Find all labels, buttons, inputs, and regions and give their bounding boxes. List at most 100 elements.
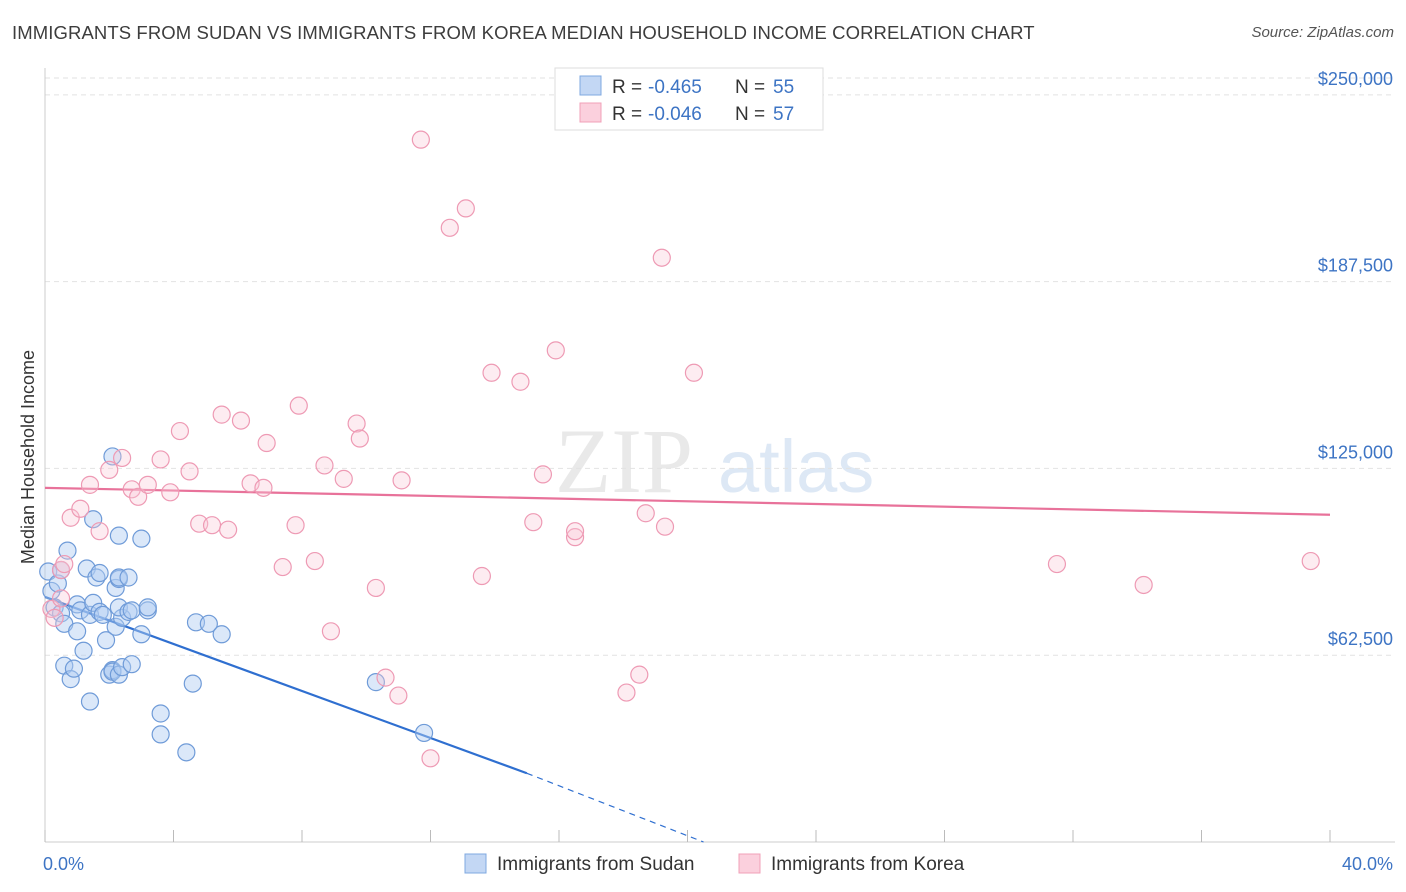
korea-point-17 — [180, 462, 199, 481]
watermark: ZIP atlas — [555, 410, 874, 512]
korea-point-15 — [161, 483, 180, 502]
y-tick-label-0: $62,500 — [1328, 629, 1393, 649]
bottom-legend: Immigrants from Sudan Immigrants from Ko… — [464, 853, 965, 875]
korea-point-34 — [350, 429, 369, 448]
sudan-point-29 — [106, 617, 125, 636]
korea-point-13 — [138, 475, 157, 494]
sudan-point-41 — [119, 568, 138, 587]
korea-point-7 — [80, 475, 100, 494]
korea-point-48 — [546, 341, 565, 360]
korea-point-14 — [151, 450, 170, 469]
sudan-point-9 — [61, 670, 80, 689]
korea-point-29 — [305, 551, 324, 571]
korea-point-55 — [655, 517, 675, 536]
korea-point-30 — [315, 456, 334, 475]
korea-point-3 — [55, 554, 74, 574]
bottom-legend-swatch-sudan — [464, 853, 487, 874]
korea-point-12 — [129, 487, 148, 506]
korea-point-38 — [392, 471, 411, 490]
korea-point-44 — [482, 363, 501, 382]
korea-point-10 — [112, 448, 132, 468]
korea-point-1 — [45, 608, 64, 627]
sudan-point-47 — [151, 725, 170, 744]
sudan-point-10 — [64, 659, 84, 678]
korea-point-25 — [257, 433, 276, 453]
sudan-point-3 — [48, 574, 67, 593]
korea-point-20 — [212, 405, 231, 424]
korea-point-8 — [90, 522, 109, 541]
legend-n-sudan: 55 — [773, 77, 794, 98]
korea-point-37 — [389, 686, 408, 705]
korea-point-57 — [1047, 554, 1067, 574]
korea-point-19 — [202, 516, 222, 535]
legend-n-korea: 57 — [773, 104, 794, 125]
korea-point-33 — [347, 414, 366, 433]
sudan-point-42 — [132, 625, 151, 644]
sudan-point-23 — [93, 605, 112, 624]
korea-point-26 — [273, 557, 292, 577]
y-tick-label-3: $250,000 — [1318, 69, 1393, 89]
sudan-point-21 — [90, 602, 109, 621]
sudan-point-13 — [68, 622, 87, 641]
legend-swatch-sudan — [579, 75, 602, 96]
legend-swatch-korea — [579, 102, 602, 123]
legend-r-label-sudan: R = — [612, 77, 642, 98]
y-axis-title: Median Household Income — [18, 350, 38, 564]
korea-point-35 — [366, 578, 385, 598]
legend-n-label-korea: N = — [735, 104, 765, 125]
korea-point-21 — [219, 520, 238, 539]
korea-point-49 — [565, 528, 585, 547]
sudan-point-24 — [96, 631, 116, 650]
korea-point-24 — [254, 478, 273, 497]
x-tick-labels: 0.0% 40.0% — [43, 854, 1393, 874]
korea-trend-line — [44, 486, 1331, 516]
chart-title: IMMIGRANTS FROM SUDAN VS IMMIGRANTS FROM… — [12, 22, 1035, 43]
korea-point-31 — [321, 622, 341, 641]
korea-point-36 — [376, 668, 395, 687]
korea-point-40 — [421, 749, 440, 768]
legend-r-label-korea: R = — [612, 104, 642, 125]
korea-point-16 — [170, 421, 190, 441]
legend-n-label-sudan: N = — [735, 77, 765, 98]
sudan-point-22 — [90, 563, 109, 583]
korea-point-58 — [1134, 575, 1153, 595]
korea-point-52 — [630, 665, 649, 684]
korea-point-32 — [334, 469, 353, 488]
watermark-zip: ZIP — [555, 410, 693, 512]
korea-point-43 — [472, 566, 491, 586]
korea-point-42 — [456, 199, 475, 218]
x-tick-label-0: 0.0% — [43, 854, 84, 874]
sudan-point-34 — [109, 568, 128, 587]
bottom-legend-swatch-korea — [738, 853, 761, 874]
korea-point-51 — [617, 683, 636, 702]
sudan-point-28 — [103, 447, 122, 466]
korea-point-28 — [289, 396, 308, 415]
korea-point-39 — [411, 130, 430, 149]
sudan-point-39 — [122, 655, 141, 674]
korea-point-22 — [231, 411, 251, 430]
korea-point-47 — [533, 465, 553, 484]
korea-point-54 — [652, 248, 671, 267]
data-points — [39, 130, 1320, 768]
korea-point-41 — [440, 218, 459, 237]
axes — [44, 68, 1395, 843]
korea-point-50 — [565, 522, 585, 541]
sudan-point-51 — [199, 614, 218, 633]
korea-point-45 — [511, 372, 530, 391]
korea-point-27 — [286, 516, 305, 535]
sudan-point-54 — [414, 723, 434, 743]
bottom-legend-label-sudan: Immigrants from Sudan — [497, 854, 694, 875]
korea-point-6 — [71, 499, 90, 518]
korea-point-53 — [636, 504, 655, 523]
legend-r-sudan: -0.465 — [648, 77, 702, 98]
sudan-point-40 — [122, 601, 141, 620]
sudan-point-17 — [84, 593, 103, 613]
sudan-point-18 — [80, 692, 100, 711]
legend-r-korea: -0.046 — [648, 104, 702, 125]
sudan-point-48 — [177, 743, 196, 762]
sudan-point-52 — [212, 625, 231, 644]
y-tick-label-2: $187,500 — [1318, 256, 1393, 276]
y-tick-labels: $62,500 $125,000 $187,500 $250,000 — [1318, 69, 1393, 649]
korea-point-59 — [1301, 551, 1320, 571]
